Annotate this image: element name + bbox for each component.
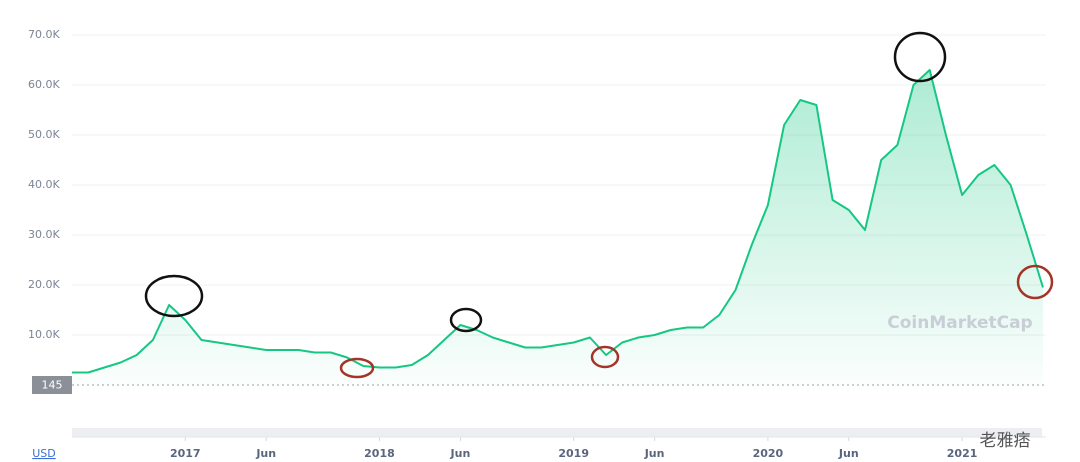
line: [72, 69, 1044, 374]
x-tick-label: 2020: [753, 447, 784, 460]
x-tick-label: Jun: [838, 447, 859, 460]
x-tick-label: 2021: [947, 447, 978, 460]
y-tick-label: 70.0K: [28, 28, 60, 41]
plot: 10.0K 20.0K 30.0K 40.0K 50.0K 60.0K 70.0K 2017 J…: [28, 28, 1046, 460]
x-tick-label: Jun: [450, 447, 471, 460]
x-tick-label: 2019: [558, 447, 589, 460]
annotations: [144, 31, 1054, 379]
annotation-circle: [449, 307, 483, 333]
y-tick-label: 40.0K: [28, 178, 60, 191]
x-tick-label: Jun: [644, 447, 665, 460]
watermark: CoinMarketCap: [887, 313, 1032, 333]
currency-label: USD: [32, 447, 56, 460]
annotation-circle: [590, 345, 620, 369]
y-tick-label: 30.0K: [28, 228, 60, 241]
y-tick-label: 60.0K: [28, 78, 60, 91]
credit: 老雅痞: [980, 431, 1031, 451]
price-marker-box: [32, 376, 72, 394]
volume-band: [72, 428, 1042, 437]
annotation-circle: [893, 31, 947, 83]
annotation-circle: [144, 274, 204, 318]
area: [72, 70, 1043, 385]
y-tick-label: 10.0K: [28, 328, 60, 341]
annotation-circle: [339, 357, 375, 379]
annotation-circle: [1016, 264, 1054, 300]
x-tick-label: Jun: [255, 447, 276, 460]
price-marker: 145: [42, 379, 63, 392]
x-tick-label: 2018: [364, 447, 395, 460]
y-tick-label: 20.0K: [28, 278, 60, 291]
x-tick-label: 2017: [170, 447, 201, 460]
y-tick-label: 50.0K: [28, 128, 60, 141]
